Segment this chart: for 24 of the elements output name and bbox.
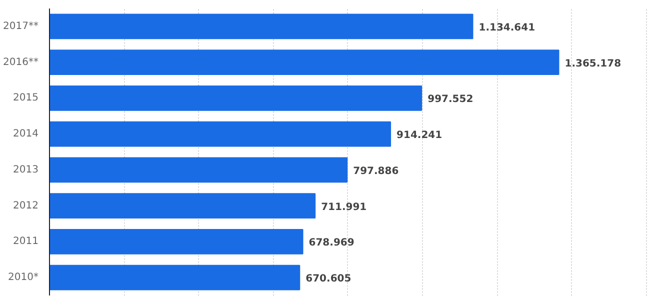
y-tick-label: 2016** (3, 56, 39, 68)
data-label: 678.969 (308, 238, 354, 249)
bar (50, 14, 474, 40)
y-tick-label: 2014 (13, 128, 39, 140)
data-label: 711.991 (321, 202, 367, 213)
bar (50, 193, 316, 219)
data-label: 1.365.178 (564, 58, 622, 70)
bar (50, 264, 300, 290)
y-tick-label: 2013 (13, 164, 39, 176)
data-label: 997.552 (428, 94, 474, 106)
bar (50, 228, 304, 254)
bar (50, 50, 560, 76)
data-label: 670.605 (306, 274, 352, 285)
bar (50, 121, 392, 147)
y-tick-label: 2015 (13, 92, 39, 104)
data-label: 797.886 (353, 166, 399, 177)
bar (50, 157, 348, 183)
data-label: 1.134.641 (478, 22, 536, 34)
y-tick-label: 2012 (13, 200, 39, 212)
y-tick-label: 2017** (3, 20, 39, 32)
data-label: 914.241 (396, 130, 442, 142)
bar (50, 85, 422, 111)
y-tick-label: 2011 (13, 236, 39, 248)
y-tick-label: 2010* (8, 272, 39, 284)
